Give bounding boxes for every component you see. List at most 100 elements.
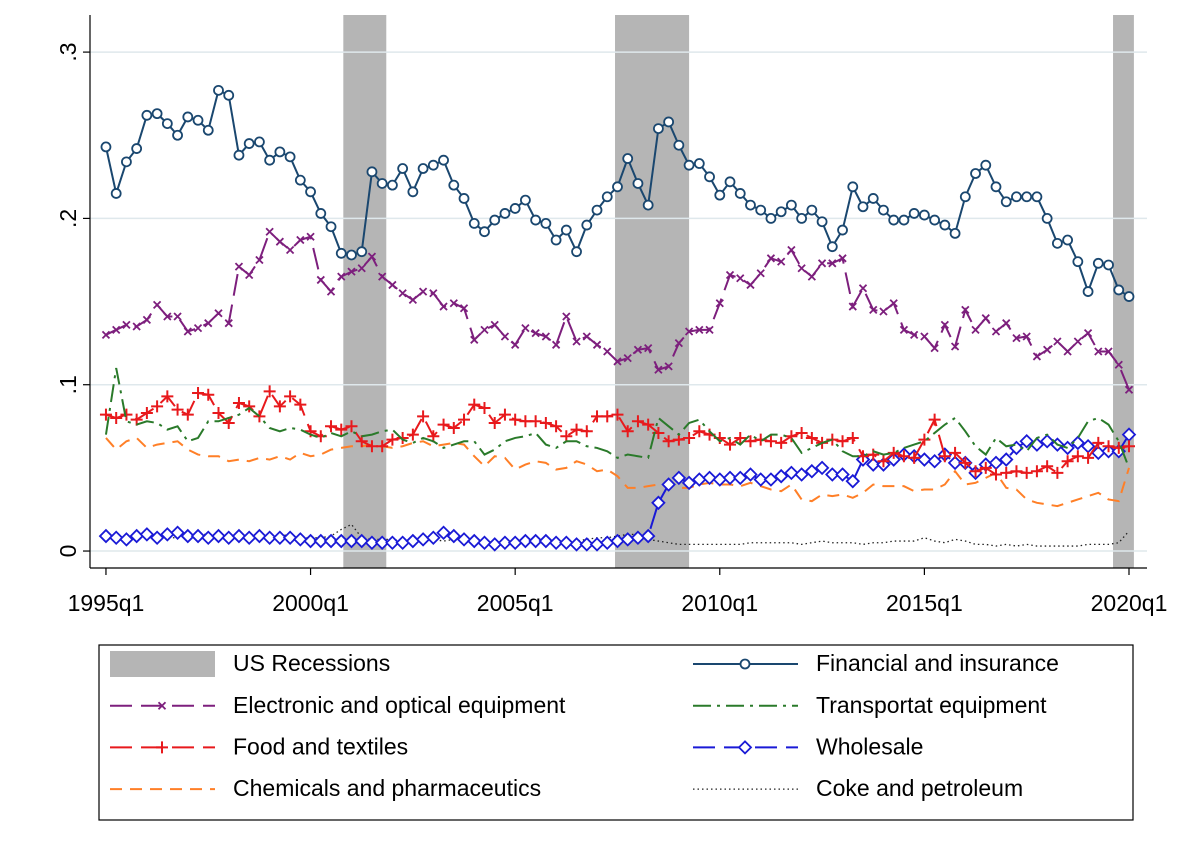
marker bbox=[981, 314, 990, 323]
marker bbox=[1094, 347, 1103, 356]
marker bbox=[734, 188, 746, 199]
marker bbox=[684, 327, 694, 336]
series bbox=[99, 385, 1135, 481]
marker bbox=[795, 426, 808, 439]
marker bbox=[755, 204, 767, 216]
marker bbox=[990, 468, 1002, 481]
marker bbox=[417, 410, 430, 423]
marker bbox=[468, 398, 481, 411]
marker bbox=[264, 154, 276, 166]
marker bbox=[171, 403, 184, 416]
marker bbox=[161, 118, 173, 130]
marker bbox=[548, 535, 564, 550]
marker bbox=[520, 194, 531, 206]
marker bbox=[835, 467, 850, 482]
marker bbox=[282, 530, 298, 546]
legend-box bbox=[98, 644, 1134, 821]
marker bbox=[704, 171, 715, 183]
marker bbox=[357, 264, 366, 273]
marker bbox=[1071, 450, 1084, 463]
marker bbox=[345, 420, 358, 433]
marker bbox=[681, 475, 697, 491]
marker bbox=[315, 208, 327, 219]
legend-label: Electronic and optical equipment bbox=[233, 692, 566, 718]
marker bbox=[1019, 433, 1034, 449]
marker bbox=[213, 84, 224, 96]
marker bbox=[306, 232, 315, 241]
marker bbox=[193, 324, 203, 333]
marker bbox=[550, 420, 563, 433]
marker bbox=[1072, 256, 1084, 268]
marker bbox=[1010, 465, 1023, 478]
marker bbox=[265, 227, 274, 236]
marker bbox=[1053, 337, 1062, 346]
marker bbox=[211, 528, 226, 544]
series bbox=[104, 367, 1130, 469]
marker bbox=[857, 450, 870, 463]
marker bbox=[785, 199, 797, 211]
line bbox=[104, 367, 1130, 469]
marker bbox=[930, 343, 939, 353]
legend-label: US Recessions bbox=[233, 650, 390, 676]
marker bbox=[316, 275, 325, 285]
marker bbox=[108, 530, 124, 546]
marker bbox=[214, 309, 223, 318]
marker bbox=[387, 179, 398, 191]
marker bbox=[857, 201, 869, 213]
marker bbox=[1051, 237, 1063, 249]
marker bbox=[569, 537, 584, 552]
marker bbox=[560, 224, 572, 236]
marker bbox=[661, 477, 676, 492]
marker bbox=[817, 259, 827, 268]
marker bbox=[836, 435, 849, 448]
marker bbox=[333, 533, 349, 549]
marker bbox=[1102, 440, 1115, 453]
marker bbox=[500, 332, 510, 341]
marker bbox=[173, 312, 182, 321]
marker bbox=[202, 388, 215, 401]
legend-swatch bbox=[110, 651, 215, 677]
marker bbox=[1011, 191, 1022, 203]
marker bbox=[231, 528, 247, 544]
marker bbox=[612, 181, 623, 193]
marker bbox=[1082, 286, 1094, 297]
marker bbox=[814, 460, 830, 476]
marker bbox=[918, 433, 931, 446]
marker bbox=[511, 340, 520, 349]
marker bbox=[998, 452, 1014, 467]
line bbox=[105, 436, 1130, 508]
marker bbox=[1021, 191, 1033, 203]
marker bbox=[480, 325, 489, 334]
marker bbox=[296, 235, 305, 245]
marker bbox=[540, 217, 552, 229]
marker bbox=[765, 213, 777, 224]
marker bbox=[693, 158, 705, 169]
marker bbox=[1041, 460, 1054, 473]
marker bbox=[364, 535, 380, 550]
marker bbox=[326, 287, 336, 296]
marker bbox=[323, 533, 339, 549]
marker bbox=[397, 163, 409, 174]
marker bbox=[131, 143, 143, 154]
marker bbox=[683, 159, 695, 171]
marker bbox=[325, 221, 337, 233]
marker bbox=[170, 525, 185, 541]
marker bbox=[275, 237, 285, 246]
marker bbox=[262, 530, 277, 546]
marker bbox=[950, 342, 960, 351]
marker bbox=[458, 413, 471, 426]
marker bbox=[528, 533, 543, 549]
marker bbox=[858, 284, 868, 293]
marker bbox=[654, 365, 663, 374]
marker bbox=[284, 390, 297, 403]
marker bbox=[142, 315, 152, 324]
marker bbox=[571, 246, 582, 258]
marker bbox=[970, 168, 981, 179]
legend-label: Financial and insurance bbox=[816, 650, 1059, 676]
marker bbox=[529, 415, 542, 428]
marker bbox=[448, 179, 460, 191]
marker bbox=[1113, 284, 1125, 296]
marker bbox=[233, 149, 245, 161]
marker bbox=[929, 214, 941, 226]
